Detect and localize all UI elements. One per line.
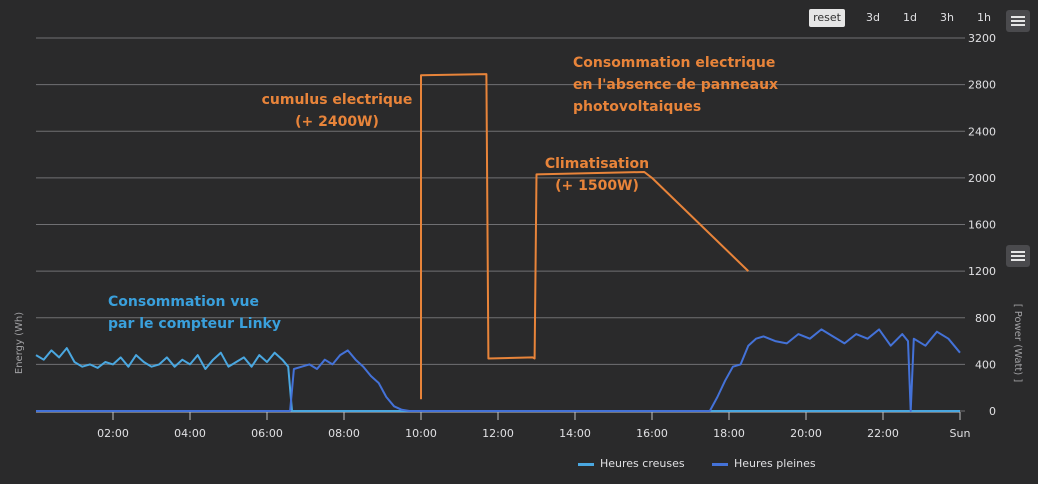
drawn-consumption-overlay [420, 73, 749, 400]
chart-menu-button[interactable] [1006, 10, 1030, 32]
x-tick-label: 08:00 [328, 427, 360, 440]
y-tick-label: 2800 [968, 79, 996, 92]
annotation-linky-line: Consommation vue [108, 294, 259, 310]
x-tick-label: 20:00 [790, 427, 822, 440]
annotation-no-solar-line: Consommation electrique [573, 55, 775, 71]
annotation-linky-line: par le compteur Linky [108, 316, 281, 332]
y-tick-label: 2400 [968, 125, 996, 138]
zoom-button-1d[interactable]: 1d [903, 11, 917, 24]
y-tick-label: 0 [989, 405, 996, 418]
y-axis-left-label: Energy (Wh) [14, 312, 25, 374]
annotation-no-solar-line: photovoltaiques [573, 99, 701, 115]
y-axis-right-label: [ Power (Watt) ] [1012, 304, 1023, 383]
chart-menu-button-secondary[interactable] [1006, 245, 1030, 267]
hamburger-menu-icon [1011, 251, 1025, 253]
series-line-heures-pleines [36, 328, 961, 412]
legend-label: Heures creuses [600, 457, 685, 470]
zoom-button-3d[interactable]: 3d [866, 11, 880, 24]
x-tick-label: 18:00 [713, 427, 745, 440]
legend-label: Heures pleines [734, 457, 816, 470]
x-tick-label: 02:00 [97, 427, 129, 440]
annotation-climatisation-line: (+ 1500W) [555, 178, 639, 194]
y-tick-label: 3200 [968, 32, 996, 45]
x-tick-label: 04:00 [174, 427, 206, 440]
x-tick-label: 10:00 [405, 427, 437, 440]
y-tick-label: 400 [975, 358, 996, 371]
y-tick-label: 2000 [968, 172, 996, 185]
x-tick-label: 16:00 [636, 427, 668, 440]
zoom-button-reset[interactable]: reset [809, 9, 845, 27]
y-tick-label: 1200 [968, 265, 996, 278]
annotation-cumulus-line: (+ 2400W) [295, 114, 379, 130]
zoom-button-1h[interactable]: 1h [977, 11, 991, 24]
x-tick-label: 14:00 [559, 427, 591, 440]
y-tick-label: 1600 [968, 219, 996, 232]
annotation-cumulus-line: cumulus electrique [262, 92, 413, 108]
x-tick-label: 06:00 [251, 427, 283, 440]
zoom-button-3h[interactable]: 3h [940, 11, 954, 24]
x-tick-label: 12:00 [482, 427, 514, 440]
y-tick-label: 800 [975, 312, 996, 325]
hamburger-menu-icon [1011, 16, 1025, 18]
legend-swatch [578, 463, 594, 466]
x-tick-label: Sun [950, 427, 971, 440]
annotation-climatisation-line: Climatisation [545, 156, 649, 172]
x-tick-label: 22:00 [867, 427, 899, 440]
legend-swatch [712, 463, 728, 466]
annotation-no-solar-line: en l'absence de panneaux [573, 77, 778, 93]
series-line-heures-creuses [35, 347, 960, 412]
